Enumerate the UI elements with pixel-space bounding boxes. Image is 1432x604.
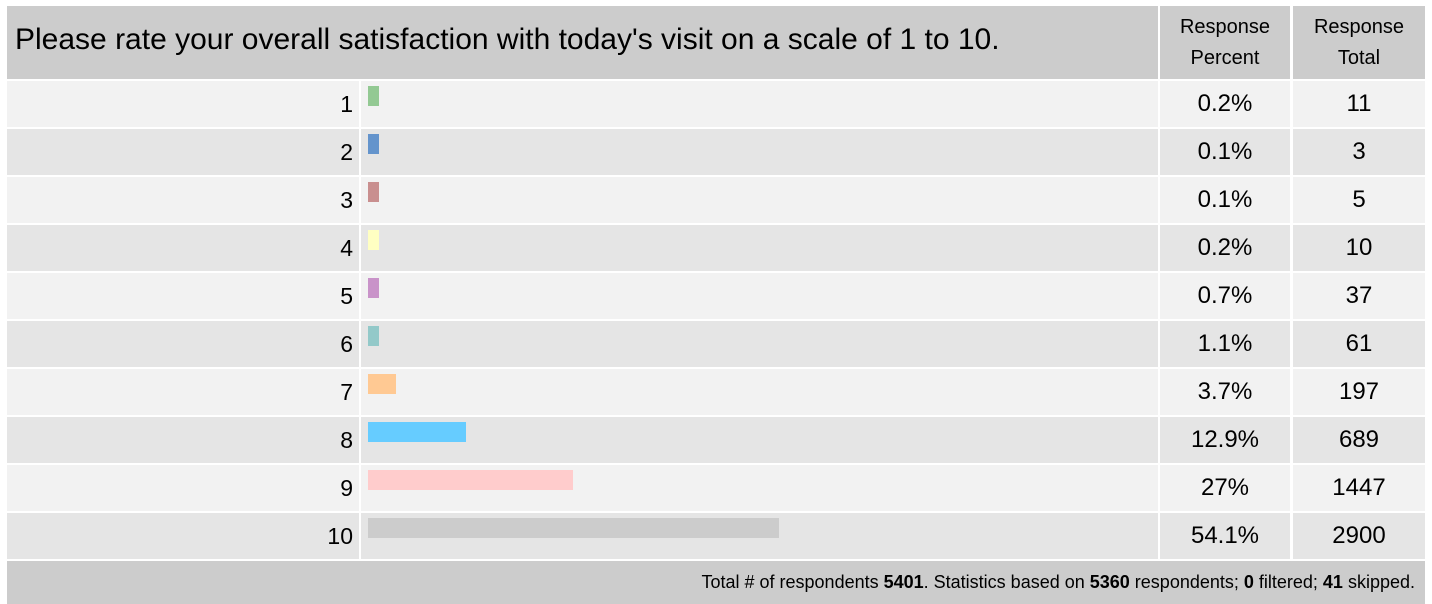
percent-label: 0.1% [1160,177,1290,223]
bar-area [361,417,1158,463]
column-header: Response Total [1293,6,1425,79]
footer-text: Total # of respondents [701,572,884,592]
bar-area [361,273,1158,319]
footer-number: 5360 [1089,572,1130,592]
bar [368,518,780,538]
category-label: 5 [7,273,359,319]
bar [368,278,379,298]
percent-label: 1.1% [1160,321,1290,367]
bar [368,182,379,202]
category-label: 10 [7,513,359,559]
footer-text: . Statistics based on [923,572,1090,592]
bar [368,374,397,394]
category-label: 3 [7,177,359,223]
footer-text: skipped. [1342,572,1415,592]
bar-area [361,321,1158,367]
total-label: 5 [1293,177,1425,223]
category-label: 2 [7,129,359,175]
bar-area [361,177,1158,223]
total-label: 689 [1293,417,1425,463]
footer-text: respondents; [1129,572,1244,592]
bar-area [361,513,1158,559]
bar [368,422,467,442]
category-label: 9 [7,465,359,511]
bar-area [361,81,1158,127]
category-label: 7 [7,369,359,415]
total-label: 11 [1293,81,1425,127]
question-title: Please rate your overall satisfaction wi… [7,6,1158,79]
category-label: 6 [7,321,359,367]
percent-label: 0.2% [1160,81,1290,127]
total-label: 197 [1293,369,1425,415]
footer-number: 41 [1322,572,1343,592]
bar [368,230,379,250]
total-label: 2900 [1293,513,1425,559]
footer-number: 0 [1243,572,1254,592]
bar-area [361,465,1158,511]
total-label: 37 [1293,273,1425,319]
percent-label: 27% [1160,465,1290,511]
percent-label: 0.2% [1160,225,1290,271]
column-header: Response Percent [1160,6,1290,79]
percent-label: 12.9% [1160,417,1290,463]
total-label: 10 [1293,225,1425,271]
bar-area [361,225,1158,271]
survey-table: Please rate your overall satisfaction wi… [7,6,1425,604]
percent-label: 0.1% [1160,129,1290,175]
bar-area [361,369,1158,415]
footer-text: filtered; [1253,572,1323,592]
percent-label: 54.1% [1160,513,1290,559]
percent-label: 0.7% [1160,273,1290,319]
category-label: 8 [7,417,359,463]
total-label: 61 [1293,321,1425,367]
bar-area [361,129,1158,175]
percent-label: 3.7% [1160,369,1290,415]
bar [368,326,379,346]
total-label: 3 [1293,129,1425,175]
bar [368,470,574,490]
bar [368,86,379,106]
category-label: 1 [7,81,359,127]
footer-number: 5401 [883,572,924,592]
bar [368,134,379,154]
footer: Total # of respondents 5401. Statistics … [7,561,1425,604]
category-label: 4 [7,225,359,271]
total-label: 1447 [1293,465,1425,511]
